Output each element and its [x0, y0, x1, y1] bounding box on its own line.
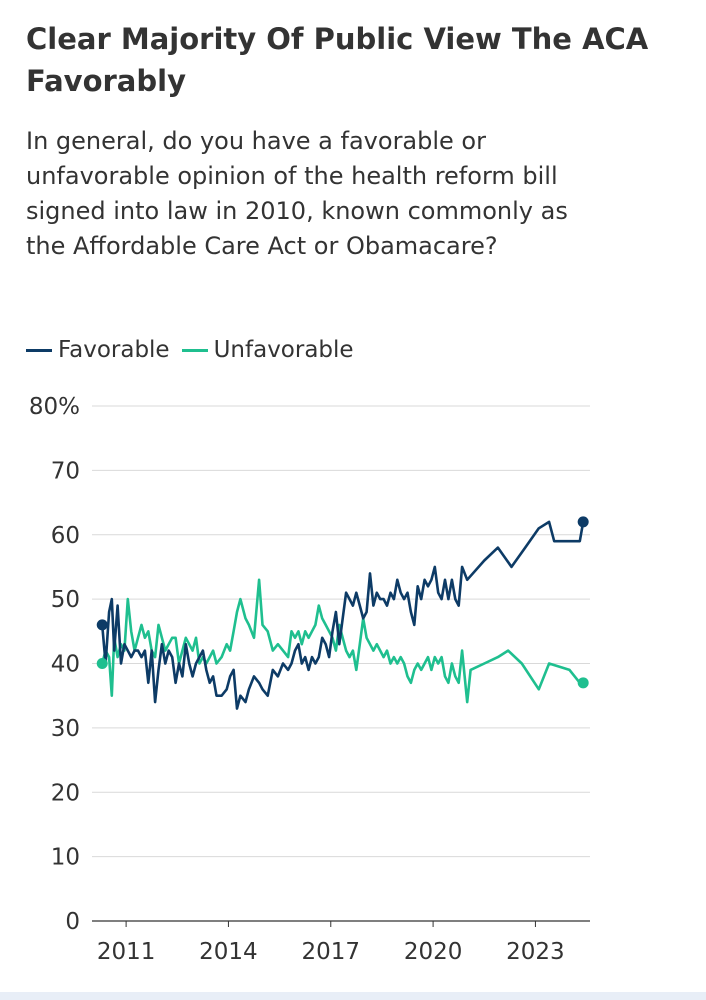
y-tick-label: 40 — [51, 652, 80, 678]
gridlines — [92, 405, 590, 922]
x-axis-ticks: 2011 2014 2017 2020 2023 — [97, 921, 565, 965]
y-tick-label: 50 — [51, 587, 80, 613]
x-tick-label: 2023 — [506, 939, 565, 965]
y-tick-label: 80% — [29, 394, 80, 420]
y-tick-label: 70 — [51, 458, 80, 484]
legend-item-unfavorable: Unfavorable — [181, 337, 354, 363]
series-lines — [100, 520, 585, 710]
x-tick-label: 2011 — [97, 939, 156, 965]
series-line-favorable — [100, 520, 585, 710]
chart-title: Clear Majority Of Public View The ACA Fa… — [26, 22, 649, 98]
chart-legend: Favorable Unfavorable — [26, 334, 366, 366]
legend-item-favorable: Favorable — [26, 337, 170, 363]
end-marker-favorable — [577, 516, 589, 528]
start-marker-unfavorable — [96, 658, 108, 669]
y-tick-label: 60 — [51, 523, 80, 549]
legend-swatch-unfavorable — [181, 348, 208, 352]
legend-swatch-favorable — [26, 348, 52, 352]
x-tick-label: 2020 — [404, 939, 463, 965]
y-tick-label: 20 — [51, 780, 80, 806]
y-tick-label: 30 — [51, 716, 80, 742]
y-tick-label: 0 — [65, 909, 80, 935]
bottom-bar — [0, 992, 706, 1000]
chart-subtitle: In general, do you have a favorable or u… — [26, 127, 568, 260]
y-tick-label: 10 — [51, 845, 80, 871]
series-line-unfavorable — [100, 578, 585, 704]
series-end-markers — [96, 516, 589, 689]
x-tick-label: 2017 — [301, 939, 360, 965]
start-marker-favorable — [96, 619, 108, 631]
legend-label-favorable: Favorable — [58, 337, 170, 363]
legend-label-unfavorable: Unfavorable — [213, 337, 354, 363]
x-tick-label: 2014 — [199, 939, 258, 965]
end-marker-unfavorable — [577, 677, 589, 689]
y-axis-ticks: 0 10 20 30 40 50 60 70 80% — [29, 394, 80, 935]
line-chart: 0 10 20 30 40 50 60 70 80% 2011 2014 2017 2020 2023 — [29, 394, 590, 965]
